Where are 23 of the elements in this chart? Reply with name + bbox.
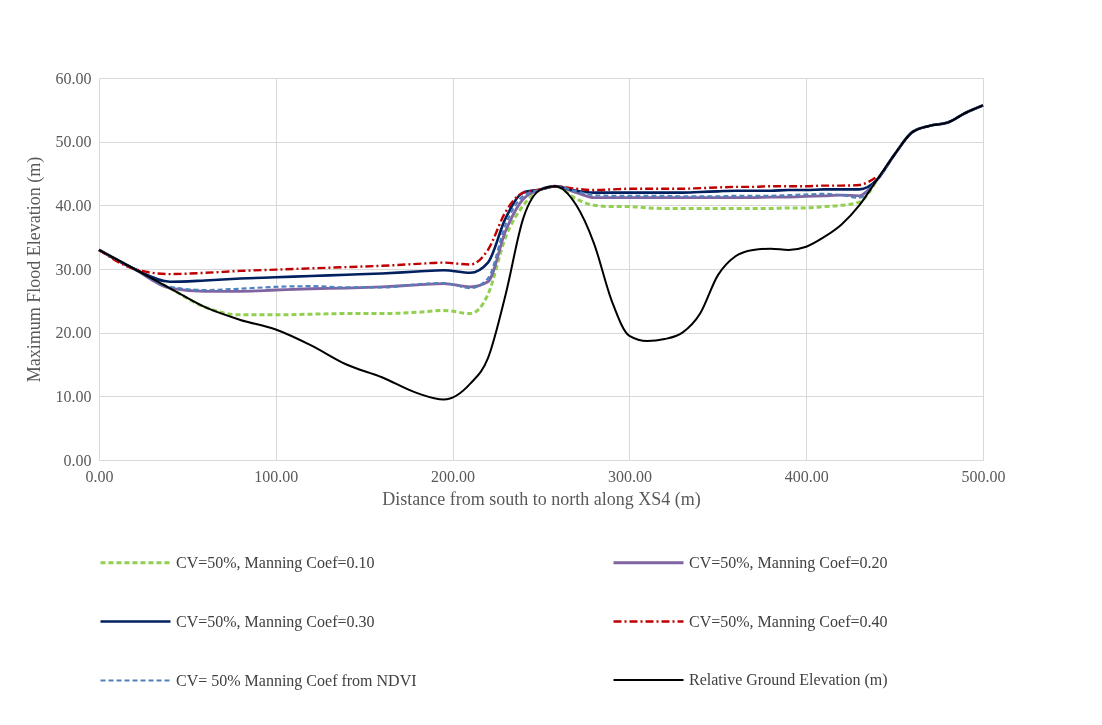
x-axis-title: Distance from south to north along XS4 (m) <box>382 488 701 510</box>
x-tick-label: 100.00 <box>254 467 299 485</box>
legend-label: CV=50%, Manning Coef=0.40 <box>689 612 888 631</box>
y-tick-label: 60.00 <box>55 69 92 87</box>
legend-label: CV= 50% Manning Coef from NDVI <box>176 671 417 690</box>
line-series <box>97 175 879 276</box>
y-tick-label: 10.00 <box>55 387 92 405</box>
x-tick-label: 300.00 <box>607 467 652 485</box>
legend-label: Relative Ground Elevation (m) <box>689 671 888 689</box>
legend-label: CV=50%, Manning Coef=0.30 <box>176 612 375 631</box>
x-tick-label: 400.00 <box>784 467 829 485</box>
y-tick-label: 30.00 <box>55 260 92 278</box>
x-tick-label: 200.00 <box>431 467 476 485</box>
y-tick-label: 50.00 <box>55 133 92 151</box>
legend-label: CV=50%, Manning Coef=0.10 <box>176 553 375 572</box>
y-axis-title: Maximum Flood Elevation (m) <box>23 156 45 383</box>
y-tick-label: 0.00 <box>63 451 92 469</box>
x-tick-label: 500.00 <box>961 467 1006 485</box>
x-tick-label: 0.00 <box>85 467 114 485</box>
y-tick-label: 20.00 <box>55 324 92 342</box>
y-tick-label: 40.00 <box>55 196 92 214</box>
legend-label: CV=50%, Manning Coef=0.20 <box>689 553 888 572</box>
line-series <box>98 104 984 401</box>
